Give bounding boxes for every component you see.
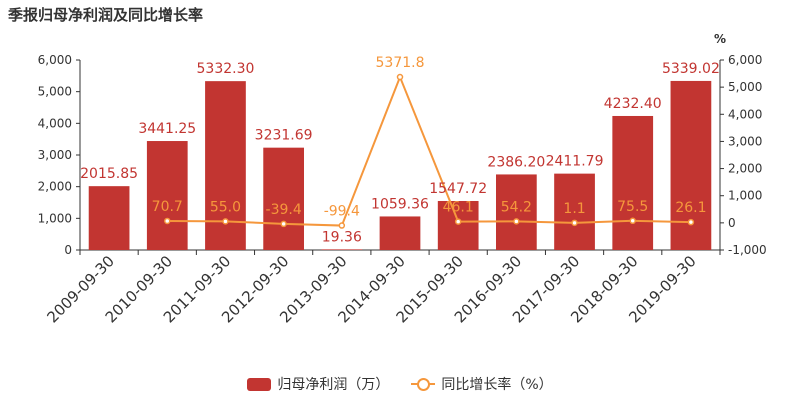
bar: [437, 200, 479, 250]
legend-bar-swatch: [247, 377, 272, 391]
line-point: [454, 218, 462, 225]
bar-value-label: 1059.36: [371, 196, 429, 212]
line-value-label: 26.1: [675, 200, 706, 216]
y-right-tick-label: 5,000: [728, 80, 762, 94]
line-value-label: 54.2: [501, 199, 532, 215]
y-left-tick-label: 5,000: [38, 85, 72, 99]
line-value-label: 75.5: [617, 199, 648, 215]
y-left-tick-label: 3,000: [38, 148, 72, 162]
bar-value-label: 2411.79: [546, 154, 604, 170]
chart-title: 季报归母净利润及同比增长率: [8, 6, 204, 24]
line-point: [164, 217, 171, 225]
line-value-label: 46.1: [443, 200, 474, 216]
y-right-tick-label: 2,000: [728, 162, 762, 176]
line-point: [396, 73, 404, 81]
y-right-tick-label: 0: [728, 216, 736, 230]
bar-value-label: 2386.20: [487, 154, 545, 170]
legend-line-label: 同比增长率（%）: [441, 377, 553, 393]
y-left-tick-label: 2,000: [38, 180, 72, 194]
bar: [612, 115, 654, 250]
line-point: [222, 218, 229, 225]
bar-value-label: 19.36: [322, 229, 362, 245]
y-right-tick-label: 6,000: [728, 53, 762, 67]
y-right-tick-label: 3,000: [728, 134, 762, 148]
legend-item-line[interactable]: 同比增长率（%）: [411, 374, 553, 394]
bar: [88, 186, 130, 250]
y-left-tick-label: 6,000: [38, 53, 72, 67]
bar-value-label: 3441.25: [138, 121, 196, 137]
bar: [263, 147, 304, 250]
line-point: [687, 218, 695, 226]
bar-value-label: 1547.72: [429, 181, 487, 197]
line-point: [571, 219, 578, 227]
y-left-tick-label: 4,000: [38, 116, 72, 130]
line-point: [338, 222, 346, 229]
y-left-tick-label: 1,000: [38, 211, 72, 225]
y-left-tick-label: 0: [64, 243, 72, 257]
legend-line-swatch: [411, 377, 436, 391]
legend-bar-label: 归母净利润（万）: [277, 377, 390, 393]
line-value-label: 55.0: [210, 199, 241, 215]
bar-value-label: 4232.40: [604, 96, 662, 112]
legend-item-bar[interactable]: 归母净利润（万）: [247, 374, 389, 394]
y-right-tick-label: 1,000: [728, 189, 762, 203]
line-point: [513, 218, 520, 225]
line-value-label: -99.4: [324, 204, 360, 220]
line-point: [280, 220, 287, 228]
y-right-tick-label: -1,000: [728, 243, 767, 257]
bar-value-label: 2015.85: [80, 166, 138, 182]
line-value-label: -39.4: [266, 202, 302, 218]
bar: [496, 174, 537, 250]
bar: [554, 173, 595, 250]
line-value-label: 5371.8: [376, 55, 425, 71]
bar: [321, 249, 363, 250]
y-right-tick-label: 4,000: [728, 107, 762, 121]
line-value-label: 70.7: [152, 199, 183, 215]
bar-value-label: 5332.30: [197, 61, 255, 77]
bar: [379, 216, 421, 250]
line-value-label: 1.1: [563, 201, 585, 217]
growth-line: [167, 74, 691, 227]
bar: [205, 81, 246, 251]
y-right-unit: %: [714, 32, 726, 46]
bar-value-label: 5339.02: [662, 61, 720, 77]
bar-value-label: 3231.69: [255, 128, 313, 144]
legend: 归母净利润（万） 同比增长率（%）: [0, 374, 800, 394]
line-point: [629, 217, 636, 225]
bar: [146, 141, 188, 250]
